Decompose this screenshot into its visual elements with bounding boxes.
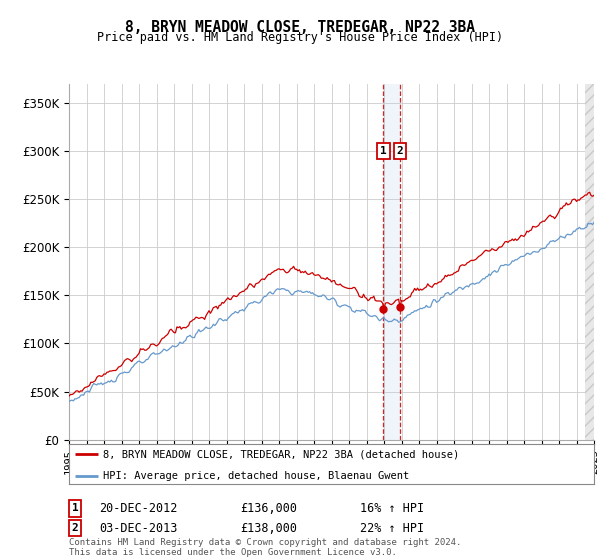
Text: 16% ↑ HPI: 16% ↑ HPI (360, 502, 424, 515)
Text: 22% ↑ HPI: 22% ↑ HPI (360, 521, 424, 535)
Text: 03-DEC-2013: 03-DEC-2013 (99, 521, 178, 535)
Bar (383, 84, 400, 440)
Text: 2: 2 (71, 523, 79, 533)
Text: Contains HM Land Registry data © Crown copyright and database right 2024.
This d: Contains HM Land Registry data © Crown c… (69, 538, 461, 557)
Text: 2: 2 (397, 146, 403, 156)
Text: HPI: Average price, detached house, Blaenau Gwent: HPI: Average price, detached house, Blae… (103, 470, 409, 480)
Text: £136,000: £136,000 (240, 502, 297, 515)
Text: 1: 1 (71, 503, 79, 514)
Text: Price paid vs. HM Land Registry's House Price Index (HPI): Price paid vs. HM Land Registry's House … (97, 31, 503, 44)
Bar (585, 84, 594, 440)
Text: 20-DEC-2012: 20-DEC-2012 (99, 502, 178, 515)
Text: 1: 1 (380, 146, 387, 156)
Text: £138,000: £138,000 (240, 521, 297, 535)
Bar (585, 84, 594, 440)
Text: 8, BRYN MEADOW CLOSE, TREDEGAR, NP22 3BA (detached house): 8, BRYN MEADOW CLOSE, TREDEGAR, NP22 3BA… (103, 449, 460, 459)
Text: 8, BRYN MEADOW CLOSE, TREDEGAR, NP22 3BA: 8, BRYN MEADOW CLOSE, TREDEGAR, NP22 3BA (125, 20, 475, 35)
